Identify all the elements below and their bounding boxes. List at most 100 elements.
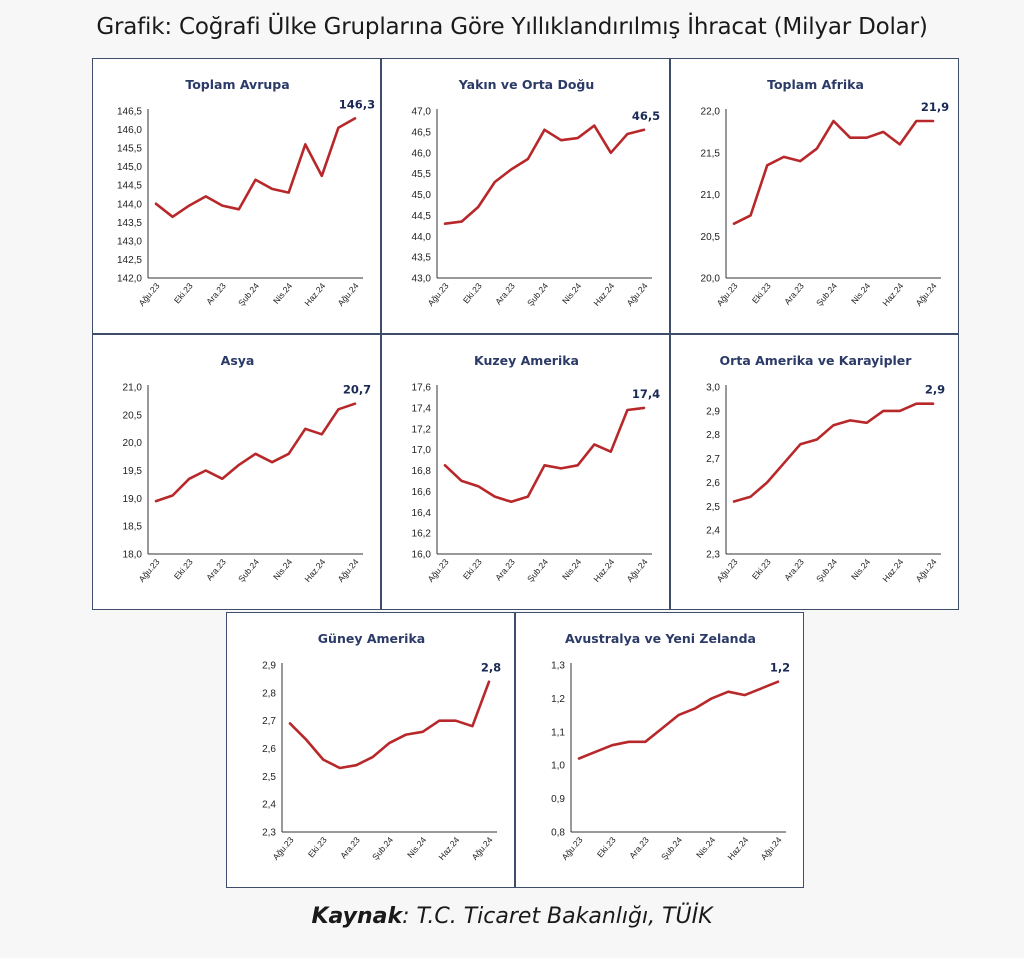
y-tick-label: 2,8 (706, 430, 720, 441)
y-tick-label: 0,9 (551, 794, 565, 805)
y-tick-label: 17,6 (412, 383, 432, 394)
x-tick-label: Ara.23 (627, 835, 651, 861)
y-tick-label: 2,3 (706, 550, 720, 561)
x-tick-label: Haz.24 (591, 557, 616, 584)
y-tick-label: 2,7 (706, 454, 720, 465)
chart-panel-4: Asya 18,0 18,5 19,0 19,5 20,0 20,5 21,0 Ağu.23 Ek… (92, 334, 381, 610)
y-tick-label: 16,4 (412, 508, 432, 519)
y-tick-label: 2,4 (262, 800, 276, 811)
y-tick-label: 2,9 (262, 661, 276, 672)
x-tick-label: Nis.24 (560, 281, 583, 306)
y-tick-label: 17,2 (412, 424, 432, 435)
x-tick-label: Ağu.24 (470, 835, 495, 862)
x-tick-label: Ara.23 (204, 281, 228, 307)
y-tick-label: 20,0 (701, 274, 721, 285)
x-tick-label: Ağu.24 (625, 557, 650, 584)
y-tick-label: 145,5 (117, 144, 142, 155)
y-tick-label: 21,0 (123, 383, 143, 394)
y-tick-label: 146,0 (117, 125, 142, 136)
series-line (732, 402, 935, 503)
x-tick-label: Ara.23 (782, 557, 806, 583)
x-tick-label: Haz.24 (436, 835, 461, 862)
chart-title: Orta Amerika ve Karayipler (720, 353, 913, 368)
chart-svg: Güney Amerika 2,3 2,4 2,5 2,6 2,7 2,8 2,9 Ağu.23… (262, 631, 501, 862)
y-tick-label: 20,0 (123, 438, 143, 449)
y-tick-label: 144,5 (117, 181, 142, 192)
end-value-label: 146,3 (339, 97, 375, 111)
y-tick-label: 43,0 (412, 274, 432, 285)
x-tick-label: Eki.23 (172, 557, 195, 582)
x-tick-label: Şub.24 (525, 281, 550, 308)
x-tick-label: Haz.24 (880, 557, 905, 584)
x-tick-label: Haz.24 (302, 557, 327, 584)
x-tick-label: Ağu.23 (137, 281, 162, 308)
x-tick-label: Ara.23 (493, 557, 517, 583)
x-tick-label: Ağu.23 (560, 835, 585, 862)
chart-svg: Asya 18,0 18,5 19,0 19,5 20,0 20,5 21,0 Ağu.23 Ek… (123, 353, 372, 584)
series-line (577, 680, 780, 760)
page-title: Grafik: Coğrafi Ülke Gruplarına Göre Yıl… (96, 14, 928, 40)
y-tick-label: 143,0 (117, 236, 142, 247)
chart-svg: Orta Amerika ve Karayipler 2,3 2,4 2,5 2,6 2,… (706, 353, 945, 584)
y-tick-label: 44,5 (412, 211, 432, 222)
y-tick-label: 0,8 (551, 828, 565, 839)
y-tick-label: 16,2 (412, 529, 432, 540)
source-note: Kaynak: T.C. Ticaret Bakanlığı, TÜİK (0, 904, 1024, 929)
y-tick-label: 2,4 (706, 526, 720, 537)
y-tick-label: 45,0 (412, 190, 432, 201)
y-tick-label: 19,5 (123, 466, 143, 477)
y-tick-label: 22,0 (701, 107, 721, 118)
y-tick-label: 20,5 (123, 410, 143, 421)
y-tick-label: 143,5 (117, 218, 142, 229)
y-tick-label: 142,0 (117, 274, 142, 285)
y-tick-label: 44,0 (412, 232, 432, 243)
chart-title: Asya (221, 353, 255, 368)
y-tick-label: 1,2 (551, 694, 565, 705)
x-tick-label: Şub.24 (814, 557, 839, 584)
chart-panel-1: Toplam Avrupa 142,0 142,5 143,0 143,5 144,0 14… (92, 58, 381, 334)
y-tick-label: 46,5 (412, 127, 432, 138)
y-tick-label: 21,5 (701, 148, 721, 159)
y-tick-label: 17,0 (412, 445, 432, 456)
x-tick-label: Şub.24 (525, 557, 550, 584)
series-line (288, 680, 491, 770)
series-line (154, 117, 357, 219)
x-tick-label: Şub.24 (236, 281, 261, 308)
y-tick-label: 21,0 (701, 190, 721, 201)
x-tick-label: Eki.23 (461, 281, 484, 306)
chart-title: Kuzey Amerika (474, 353, 579, 368)
x-tick-label: Ağu.24 (336, 557, 361, 584)
x-tick-label: Şub.24 (370, 835, 395, 862)
y-tick-label: 1,1 (551, 727, 565, 738)
end-value-label: 2,8 (481, 661, 501, 675)
x-tick-label: Eki.23 (595, 835, 618, 860)
series-line (443, 124, 646, 225)
series-line (154, 402, 357, 503)
x-tick-label: Ağu.23 (715, 557, 740, 584)
x-tick-label: Ağu.23 (271, 835, 296, 862)
chart-svg: Yakın ve Orta Doğu 43,0 43,5 44,0 44,5 45,0 45… (412, 77, 661, 308)
series-line (443, 406, 646, 504)
x-tick-label: Eki.23 (306, 835, 329, 860)
chart-panel-3: Toplam Afrika 20,0 20,5 21,0 21,5 22,0 Ağu.23 E… (670, 58, 959, 334)
chart-title: Toplam Afrika (767, 77, 864, 92)
chart-panel-7: Güney Amerika 2,3 2,4 2,5 2,6 2,7 2,8 2,9 Ağu.23… (226, 612, 515, 888)
y-tick-label: 1,0 (551, 761, 565, 772)
chart-title: Yakın ve Orta Doğu (458, 77, 595, 92)
chart-title: Avustralya ve Yeni Zelanda (565, 631, 756, 646)
x-tick-label: Eki.23 (750, 281, 773, 306)
x-tick-label: Nis.24 (271, 281, 294, 306)
y-tick-label: 2,9 (706, 406, 720, 417)
x-tick-label: Haz.24 (725, 835, 750, 862)
y-tick-label: 2,8 (262, 688, 276, 699)
y-tick-label: 16,6 (412, 487, 432, 498)
y-tick-label: 2,6 (706, 478, 720, 489)
end-value-label: 2,9 (925, 383, 945, 397)
series-line (732, 119, 935, 225)
chart-title: Güney Amerika (318, 631, 425, 646)
x-tick-label: Haz.24 (302, 281, 327, 308)
y-tick-label: 146,5 (117, 107, 142, 118)
y-tick-label: 17,4 (412, 403, 432, 414)
x-tick-label: Nis.24 (405, 835, 428, 860)
